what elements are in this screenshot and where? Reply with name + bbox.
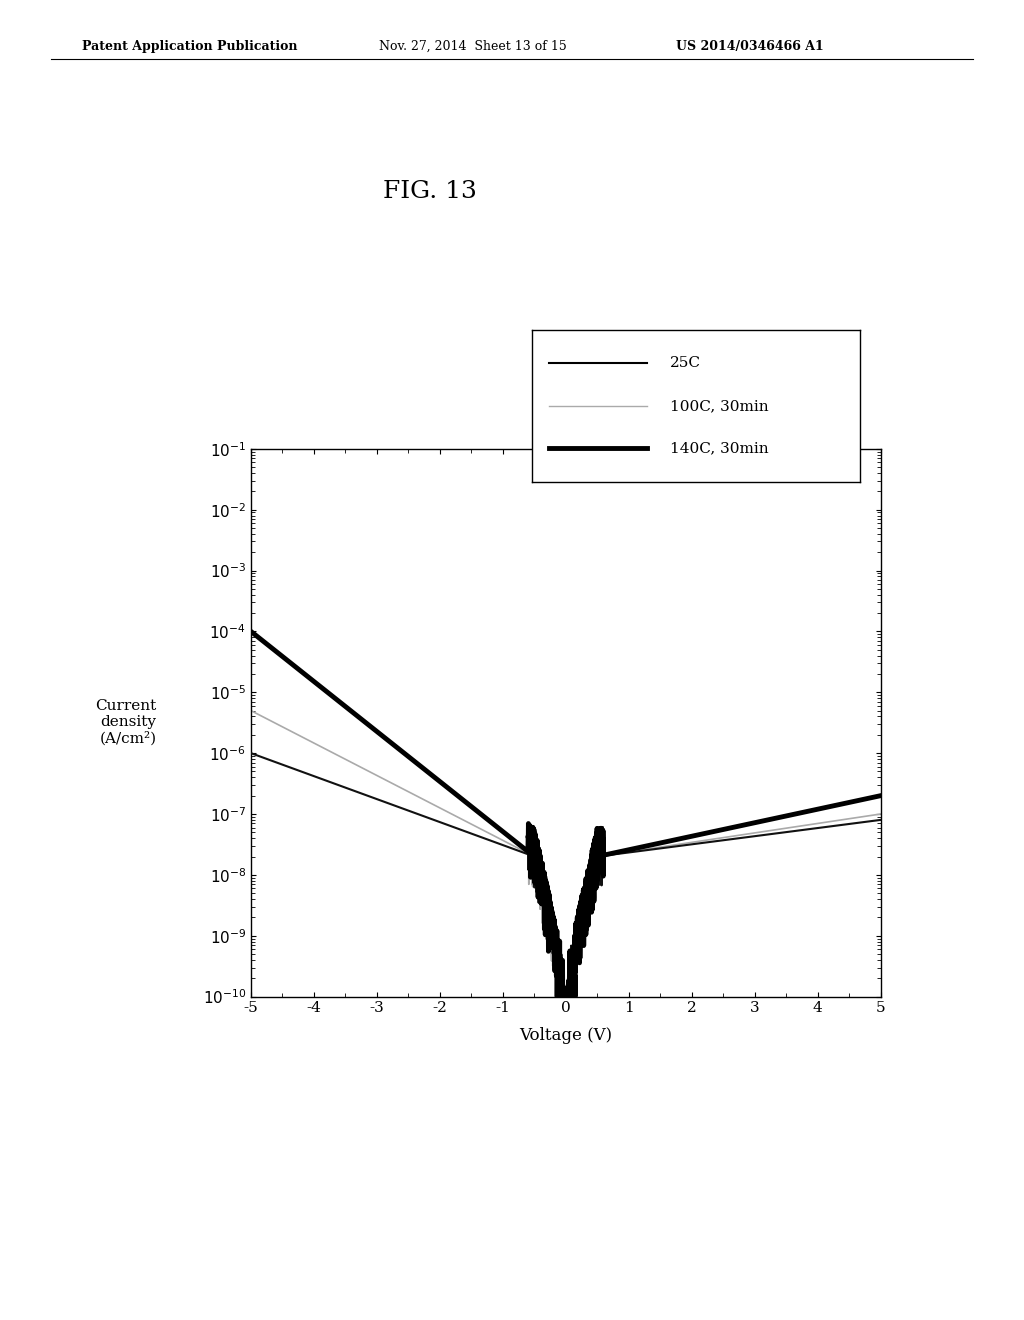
Text: FIG. 13: FIG. 13: [383, 180, 477, 203]
Text: US 2014/0346466 A1: US 2014/0346466 A1: [676, 40, 823, 53]
Text: 140C, 30min: 140C, 30min: [670, 441, 769, 455]
Text: Nov. 27, 2014  Sheet 13 of 15: Nov. 27, 2014 Sheet 13 of 15: [379, 40, 566, 53]
Text: 25C: 25C: [670, 356, 701, 371]
Text: 100C, 30min: 100C, 30min: [670, 399, 769, 413]
Y-axis label: Current
density
(A/cm²): Current density (A/cm²): [95, 700, 157, 746]
Text: Patent Application Publication: Patent Application Publication: [82, 40, 297, 53]
X-axis label: Voltage (V): Voltage (V): [519, 1027, 612, 1044]
